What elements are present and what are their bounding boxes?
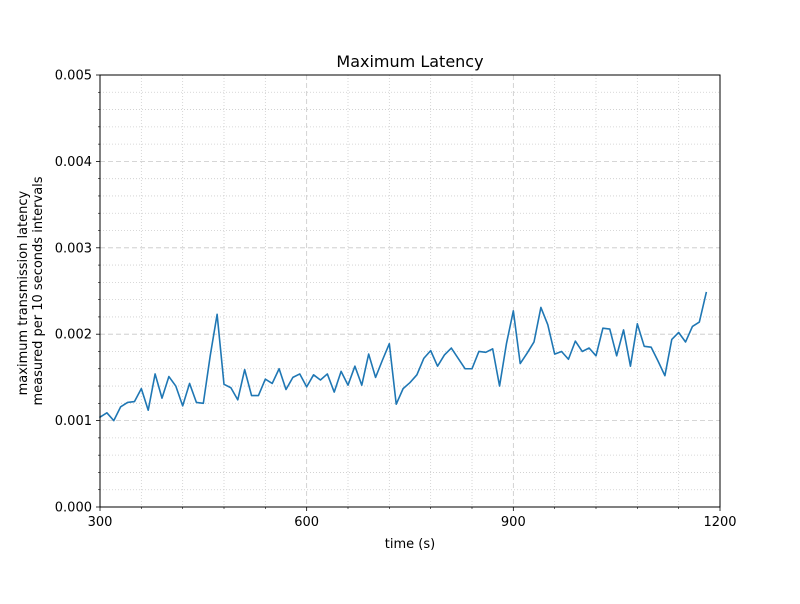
- axis-ticks: 300 600 900 1200 0.000 0.001 0.002 0.003 0.004 0.…: [55, 69, 737, 531]
- plot-frame: [99, 74, 721, 508]
- x-tick-label: 600: [294, 515, 319, 530]
- y-axis-label: maximum transmission latency measured pe…: [16, 176, 46, 405]
- y-axis-label-line-1: maximum transmission latency: [16, 190, 31, 395]
- x-axis-label: time (s): [385, 537, 435, 552]
- y-tick-label: 0.005: [55, 69, 92, 84]
- minor-gridlines: [100, 75, 720, 507]
- y-tick-label: 0.004: [55, 155, 92, 170]
- y-tick-label: 0.003: [55, 241, 92, 256]
- major-gridlines: [100, 75, 720, 507]
- y-tick-label: 0.001: [55, 414, 92, 429]
- y-tick-label: 0.002: [55, 328, 92, 343]
- y-axis-label-line-2: measured per 10 seconds intervals: [31, 176, 46, 405]
- x-tick-label: 900: [501, 515, 526, 530]
- series-layer: [98, 291, 708, 422]
- latency-series-line: [98, 291, 708, 422]
- y-tick-label: 0.000: [55, 501, 92, 516]
- x-tick-label: 300: [88, 515, 113, 530]
- x-tick-label: 1200: [703, 515, 736, 530]
- chart-title: Maximum Latency: [336, 52, 483, 71]
